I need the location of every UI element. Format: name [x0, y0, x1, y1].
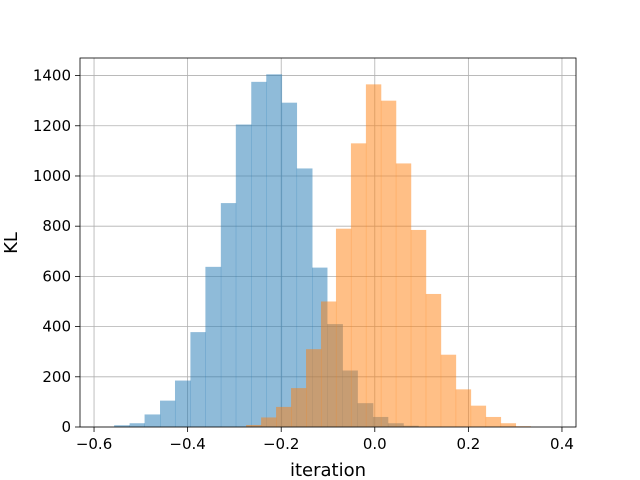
- x-tick-label: 0.2: [456, 435, 480, 453]
- histogram-bar-series-1: [160, 400, 176, 427]
- y-tick-label: 400: [42, 318, 71, 336]
- x-tick-label: 0.4: [550, 435, 574, 453]
- histogram-bar-series-1: [144, 414, 161, 427]
- histogram-bar-series-2: [350, 143, 367, 428]
- histogram-bar-series-1: [281, 102, 298, 427]
- histogram-bar-series-2: [320, 301, 337, 427]
- histogram-bar-series-1: [205, 266, 222, 427]
- histogram-bar-series-1: [251, 81, 267, 428]
- histogram-bar-series-2: [395, 163, 412, 427]
- histogram-bar-series-2: [335, 228, 352, 427]
- histogram-bar-series-2: [380, 100, 397, 428]
- plot-frame: [79, 57, 577, 428]
- x-axis-ticks: −0.6 −0.4 −0.2 0.0 0.2 0.4: [76, 427, 574, 453]
- histogram-bar-series-2: [425, 293, 442, 427]
- y-tick-label: 1000: [33, 167, 71, 185]
- y-tick-label: 200: [42, 368, 71, 386]
- histogram-bars: [114, 74, 532, 428]
- grid: [80, 58, 576, 428]
- histogram-bar-series-2: [470, 405, 487, 427]
- histogram-bar-series-2: [365, 84, 382, 427]
- histogram-bar-series-1: [235, 124, 252, 427]
- histogram-bar-series-2: [500, 423, 517, 427]
- histogram-bar-series-2: [261, 417, 277, 427]
- y-tick-label: 600: [42, 267, 71, 285]
- y-tick-label: 1200: [33, 117, 71, 135]
- histogram-bar-series-1: [129, 423, 145, 427]
- histogram-bar-series-2: [410, 229, 427, 427]
- histogram-bar-series-1: [266, 74, 283, 427]
- y-tick-label: 1400: [33, 67, 71, 85]
- histogram-bar-series-2: [455, 389, 472, 427]
- x-tick-label: −0.2: [263, 435, 299, 453]
- histogram-bar-series-2: [440, 354, 457, 427]
- x-tick-label: −0.4: [169, 435, 205, 453]
- y-axis-ticks: 0 200 400 600 800 1000 1200 1400: [33, 67, 80, 436]
- histogram-bar-series-2: [485, 416, 502, 427]
- histogram-bar-series-1: [190, 332, 206, 427]
- histogram-bar-series-2: [291, 388, 307, 427]
- y-axis-label: KL: [1, 232, 22, 254]
- x-tick-label: −0.6: [76, 435, 112, 453]
- histogram-bar-series-1: [174, 380, 191, 427]
- y-tick-label: 0: [61, 418, 71, 436]
- y-tick-label: 800: [42, 217, 71, 235]
- histogram-bar-series-2: [246, 424, 262, 427]
- x-tick-label: 0.0: [363, 435, 387, 453]
- histogram-bar-series-2: [306, 349, 322, 427]
- x-axis-label: iteration: [290, 460, 366, 480]
- histogram-bar-series-1: [220, 203, 237, 427]
- histogram-bar-series-2: [276, 406, 292, 427]
- histogram-bar-series-1: [114, 425, 130, 427]
